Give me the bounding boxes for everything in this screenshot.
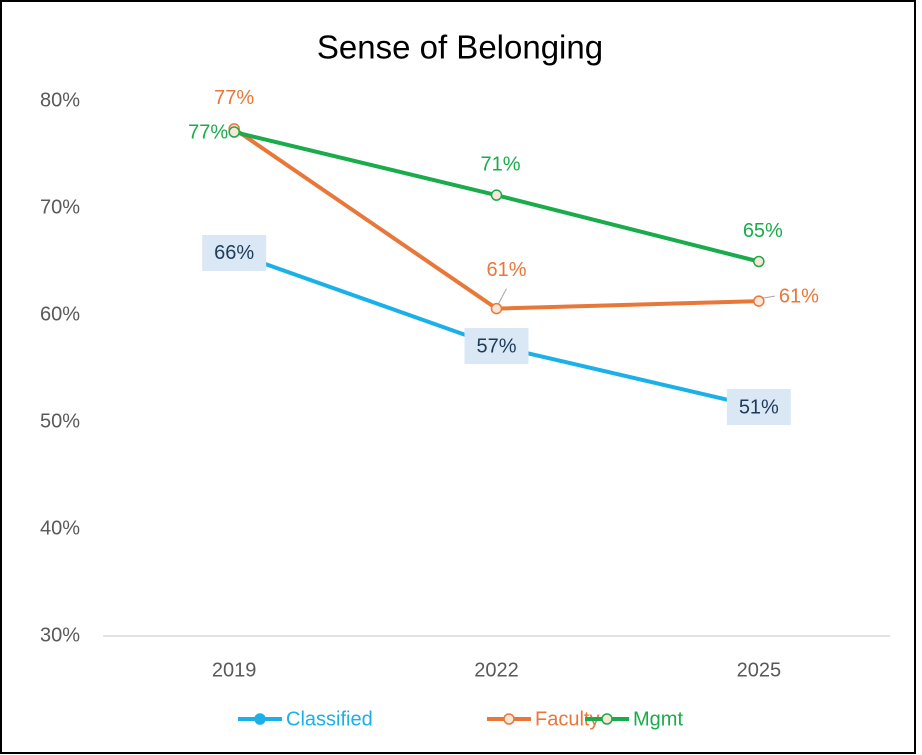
data-label-box (202, 234, 267, 271)
y-tick-label: 60% (40, 303, 80, 325)
data-point (228, 126, 240, 138)
data-point (753, 255, 765, 268)
data-point (490, 189, 503, 201)
legend-label: Mgmt (633, 708, 683, 730)
legend-marker (503, 713, 515, 725)
data-label: 61% (486, 259, 526, 281)
data-label: 77% (214, 87, 254, 109)
legend-marker (601, 713, 613, 725)
chart-title: Sense of Belonging (317, 29, 603, 66)
x-tick-label: 2019 (212, 659, 257, 681)
y-tick-label: 40% (40, 517, 80, 539)
data-label: 51% (739, 396, 779, 418)
legend-label: Classified (286, 708, 373, 730)
data-label: 77% (188, 121, 228, 143)
x-tick-label: 2022 (474, 659, 519, 681)
x-tick-label: 2025 (737, 659, 782, 681)
data-label-box (726, 389, 791, 426)
leader-line (762, 295, 775, 299)
legend-label: Faculty (535, 708, 599, 730)
legend-item: Classified (238, 708, 373, 730)
y-tick-label: 70% (40, 196, 80, 218)
legend-marker (254, 713, 266, 725)
legend-item: Mgmt (585, 708, 683, 730)
data-label: 71% (480, 153, 520, 175)
data-point (753, 295, 765, 307)
y-tick-label: 30% (40, 624, 80, 646)
y-tick-label: 80% (40, 89, 80, 111)
data-label: 57% (476, 335, 516, 357)
data-label: 65% (743, 220, 783, 242)
data-label-box (464, 328, 529, 365)
legend-item: Faculty (487, 708, 599, 730)
data-point (490, 302, 503, 315)
data-label: 61% (779, 285, 819, 307)
leader-line (498, 288, 507, 304)
y-tick-label: 50% (40, 410, 80, 432)
data-label: 66% (214, 242, 254, 264)
